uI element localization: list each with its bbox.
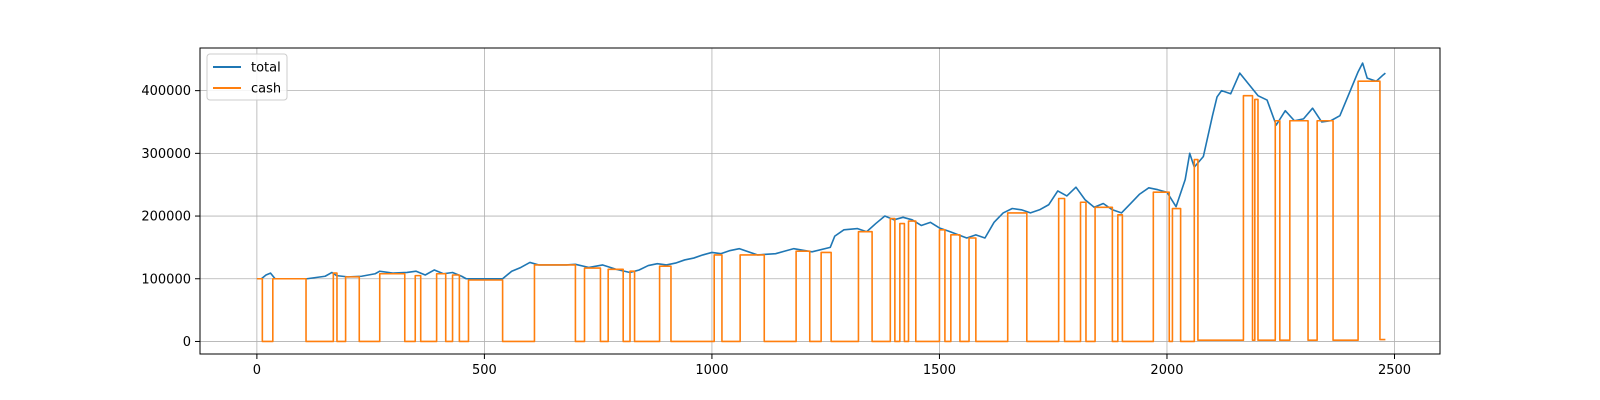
legend-label-total: total [251,61,281,76]
legend-label-cash: cash [251,82,281,97]
y-tick-label: 200000 [141,210,191,225]
x-tick-label: 2500 [1378,363,1411,378]
grid-lines [200,48,1440,354]
x-tick-label: 2000 [1150,363,1183,378]
y-tick-label: 0 [183,335,191,350]
x-tick-label: 500 [472,363,497,378]
y-tick-label: 100000 [141,272,191,287]
y-tick-label: 400000 [141,84,191,99]
series-lines [256,62,1386,343]
legend: total cash [206,53,288,101]
axis-ticks: 0 500 1000 1500 2000 2500 0 100000 200000 300000 4… [141,84,1411,378]
series-line-cash [256,80,1386,343]
plot-area-frame [199,47,1441,355]
x-tick-label: 1000 [695,363,728,378]
x-tick-label: 0 [253,363,261,378]
y-tick-label: 300000 [141,147,191,162]
x-tick-label: 1500 [923,363,956,378]
